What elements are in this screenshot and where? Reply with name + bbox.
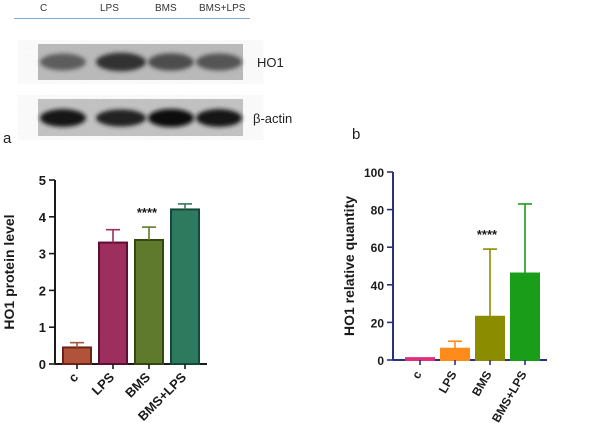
panel-b-letter: b <box>352 126 361 143</box>
blot-band <box>96 52 146 72</box>
bar-c <box>62 346 92 366</box>
y-tick-label: 2 <box>39 283 46 298</box>
blot-band <box>148 53 194 71</box>
lane-label-bms: BMS <box>155 3 177 14</box>
y-tick-label: 60 <box>371 241 385 255</box>
blot-image <box>38 44 243 136</box>
bar-lps <box>440 347 470 362</box>
y-axis-label: HO1 relative quantity <box>341 196 357 336</box>
bar-bms <box>134 238 164 365</box>
blot-band <box>40 109 86 127</box>
blot-band <box>96 109 146 127</box>
significance-annotation: **** <box>137 205 158 220</box>
blot-band <box>148 109 194 127</box>
y-tick-label: 0 <box>377 354 384 368</box>
y-tick-label: 0 <box>39 357 46 372</box>
x-tick-label: LPS <box>436 369 460 396</box>
bar-bms-lps <box>510 272 540 361</box>
x-tick-label: BMS <box>469 369 494 399</box>
x-tick-label: c <box>65 370 81 386</box>
y-tick-label: 40 <box>371 279 385 293</box>
lane-label-lps: LPS <box>100 3 119 14</box>
y-tick-label: 4 <box>39 210 47 225</box>
y-tick-label: 20 <box>371 316 385 330</box>
x-tick-label: LPS <box>89 369 118 398</box>
x-tick-label: c <box>409 368 425 381</box>
bar-c <box>405 357 435 361</box>
bar-lps <box>98 241 128 365</box>
y-tick-label: 80 <box>371 204 385 218</box>
x-tick-label: BMS+LPS <box>489 369 530 425</box>
y-axis-label: HO1 protein level <box>1 214 17 329</box>
ho1-blot-label: HO1 <box>257 55 284 70</box>
significance-annotation: **** <box>477 227 498 242</box>
bar-bms <box>475 315 505 361</box>
lane-label-c: C <box>40 3 48 14</box>
panel-a-letter: a <box>3 130 12 147</box>
lane-label-bms-lps: BMS+LPS <box>199 3 246 14</box>
blot-header-line <box>14 18 250 19</box>
actin-blot-label: β-actin <box>253 111 293 126</box>
x-tick-label: BMS <box>122 369 153 400</box>
western-blot: C LPS BMS BMS+LPS HO1 β-actin <box>0 0 600 150</box>
y-tick-label: 5 <box>39 173 46 188</box>
y-tick-label: 3 <box>39 247 46 262</box>
bar-bms-lps <box>170 208 200 365</box>
y-tick-label: 100 <box>364 166 384 180</box>
blot-band <box>40 53 86 71</box>
y-tick-label: 1 <box>39 320 46 335</box>
blot-band <box>196 53 242 71</box>
blot-band <box>196 109 242 127</box>
